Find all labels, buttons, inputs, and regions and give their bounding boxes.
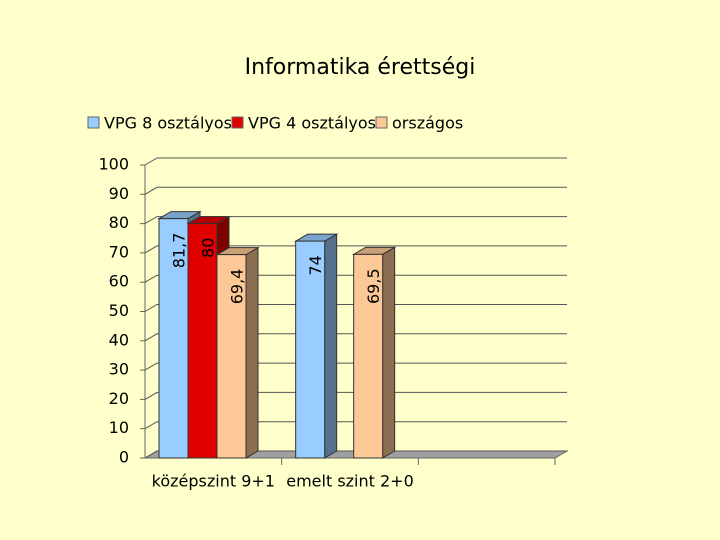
legend-swatch bbox=[231, 116, 244, 129]
data-label: 81,7 bbox=[170, 233, 189, 269]
grid-line bbox=[144, 421, 567, 430]
y-tick-label: 90 bbox=[109, 184, 129, 203]
bar-face bbox=[295, 240, 326, 459]
bar-face bbox=[382, 246, 396, 459]
grid-line bbox=[144, 304, 567, 312]
grid-line bbox=[144, 450, 567, 459]
x-tick-label: emelt szint 2+0 bbox=[286, 472, 414, 491]
y-tick-label: 40 bbox=[109, 330, 129, 349]
grid-line bbox=[144, 245, 567, 254]
grid-line bbox=[144, 333, 567, 342]
y-tick-label: 20 bbox=[109, 389, 129, 408]
data-label: 80 bbox=[199, 238, 218, 258]
legend-label: VPG 4 osztályos bbox=[248, 114, 376, 133]
data-label: 69,4 bbox=[228, 269, 247, 305]
x-tick-label: középszint 9+1 bbox=[152, 472, 275, 491]
y-tick-label: 50 bbox=[109, 301, 129, 320]
bar bbox=[351, 246, 397, 459]
bar-face bbox=[353, 253, 384, 459]
y-tick-label: 70 bbox=[109, 242, 129, 261]
bar bbox=[293, 233, 339, 459]
bar-face bbox=[216, 254, 247, 459]
bar-face bbox=[324, 233, 338, 459]
y-tick-label: 0 bbox=[119, 448, 129, 467]
y-tick-label: 10 bbox=[109, 418, 129, 437]
grid-line bbox=[144, 274, 567, 283]
data-label: 74 bbox=[306, 255, 325, 275]
y-tick-label: 100 bbox=[98, 155, 129, 174]
grid-line bbox=[144, 362, 567, 371]
grid-line bbox=[144, 216, 567, 225]
grid-line bbox=[144, 186, 567, 195]
data-label: 69,5 bbox=[364, 268, 383, 304]
y-tick-label: 80 bbox=[109, 213, 129, 232]
legend-swatch bbox=[375, 116, 388, 129]
chart-title: Informatika érettségi bbox=[245, 55, 476, 80]
bar-face bbox=[245, 246, 259, 459]
grid-line bbox=[144, 391, 567, 400]
legend-label: országos bbox=[392, 114, 463, 133]
legend-swatch bbox=[87, 116, 100, 129]
y-tick-label: 60 bbox=[109, 272, 129, 291]
bar bbox=[215, 246, 260, 459]
y-tick-label: 30 bbox=[109, 360, 129, 379]
grid-line bbox=[144, 157, 567, 166]
legend-label: VPG 8 osztályos bbox=[104, 114, 232, 133]
